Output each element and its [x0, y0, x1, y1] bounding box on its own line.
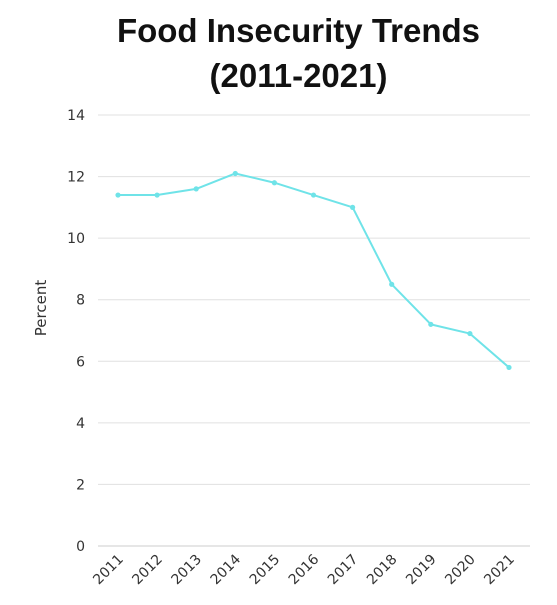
y-tick-label: 8	[76, 293, 85, 309]
data-point	[310, 192, 317, 198]
y-tick-label: 12	[67, 170, 85, 186]
y-tick-label: 14	[67, 108, 85, 124]
data-point	[232, 170, 238, 177]
series-food-insecurity	[115, 170, 512, 371]
x-tick-label: 2012	[129, 552, 166, 589]
chart-title-line2: (2011-2021)	[209, 57, 388, 94]
data-point	[506, 364, 512, 371]
data-point	[389, 281, 395, 287]
chart-title: Food Insecurity Trends (2011-2021)	[0, 8, 557, 98]
x-tick-label: 2016	[286, 551, 323, 588]
x-tick-label: 2020	[442, 552, 479, 589]
y-tick-label: 0	[76, 539, 85, 555]
grid-lines	[98, 114, 530, 547]
chart-title-line1: Food Insecurity Trends	[116, 12, 481, 49]
x-tick-label: 2014	[208, 551, 245, 588]
series-line	[118, 172, 510, 369]
data-point	[271, 180, 277, 186]
y-tick-labels: 0 2 4 6 8 10 12 14	[67, 108, 85, 555]
y-tick-label: 10	[67, 231, 85, 247]
x-tick-label: 2013	[169, 552, 206, 589]
data-point	[428, 321, 434, 327]
data-point	[193, 186, 199, 192]
x-tick-label: 2017	[325, 552, 362, 589]
x-tick-label: 2015	[247, 552, 284, 589]
y-tick-label: 6	[76, 354, 85, 370]
y-tick-label: 4	[76, 416, 85, 432]
data-point	[154, 192, 160, 198]
x-tick-label: 2018	[364, 552, 401, 589]
y-tick-label: 2	[76, 477, 85, 493]
data-point	[467, 330, 473, 337]
data-point	[350, 204, 356, 210]
y-axis-label: Percent	[32, 280, 50, 337]
data-point	[115, 192, 121, 198]
x-tick-labels: 2011 2012 2013 2014 2015 2016 2017 2018 2019 2020…	[90, 551, 518, 588]
x-tick-label: 2011	[90, 552, 127, 589]
x-tick-label: 2021	[481, 552, 518, 589]
x-tick-label: 2019	[403, 552, 440, 589]
